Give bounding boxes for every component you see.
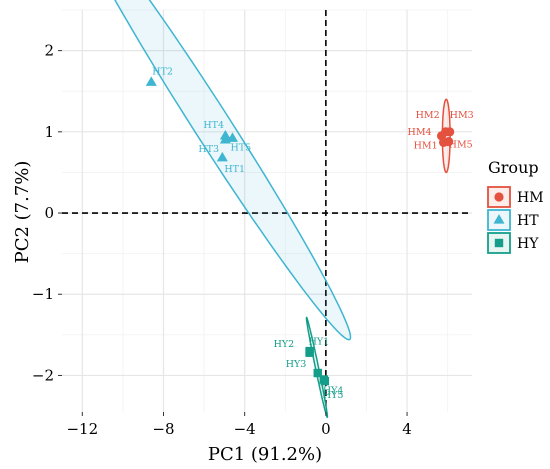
- reference-lines: [62, 10, 472, 412]
- confidence-ellipses: [114, 0, 451, 419]
- point-label-hm4: HM4: [408, 127, 432, 138]
- point-ht4: [219, 129, 231, 140]
- data-points: [145, 76, 455, 386]
- y-tick-label: 0: [44, 204, 54, 222]
- ellipse-hy: [305, 316, 329, 419]
- y-tick-label: −1: [32, 285, 54, 303]
- point-label-hy4: HY4: [323, 386, 344, 397]
- point-hy3: [313, 368, 322, 378]
- legend-marker-ht: [493, 214, 505, 224]
- legend-marker-hy: [494, 238, 504, 248]
- legend: Group HM HT HY: [487, 158, 544, 254]
- y-tick-label: 1: [44, 123, 54, 141]
- point-hm3: [445, 127, 455, 137]
- x-tick-label: 0: [321, 420, 331, 438]
- x-tick-label: −8: [152, 420, 174, 438]
- legend-label-hm: HM: [517, 190, 544, 206]
- point-hm4: [436, 131, 447, 141]
- ellipse-ht: [114, 0, 352, 341]
- legend-label-ht: HT: [517, 213, 539, 229]
- legend-label-hy: HY: [517, 236, 539, 252]
- legend-marker-hm: [494, 192, 504, 202]
- point-label-hy2: HY2: [274, 339, 295, 350]
- point-hy5: [320, 376, 330, 386]
- point-ht2: [145, 76, 157, 86]
- point-label-ht4: HT4: [203, 120, 224, 131]
- y-axis-label: PC2 (7.7%): [12, 161, 33, 264]
- axes: −12 −8 −4 0 4 −2 −1 0 1 2: [32, 42, 412, 438]
- x-axis-label: PC1 (91.2%): [208, 444, 322, 465]
- y-tick-label: −2: [32, 366, 54, 384]
- point-hm5: [444, 136, 454, 147]
- point-label-ht1: HT1: [224, 164, 245, 175]
- point-label-hy5: HY5: [323, 390, 344, 401]
- point-label-hm2: HM2: [416, 110, 440, 121]
- point-hy2: [305, 346, 314, 356]
- point-ht1: [216, 151, 228, 162]
- point-label-hm3: HM3: [450, 110, 474, 121]
- point-labels: HM1 HM2 HM3 HM4 HM5 HT1 HT2 HT3 HT4 HT5 HY1 HY2 HY3 H…: [152, 66, 473, 401]
- point-label-hy3: HY3: [286, 359, 307, 370]
- point-ht5: [226, 132, 239, 142]
- y-tick-label: 2: [44, 42, 54, 60]
- point-label-hy1: HY1: [309, 337, 330, 348]
- point-label-hm1: HM1: [414, 140, 438, 151]
- x-tick-label: −4: [234, 420, 256, 438]
- x-tick-label: −12: [66, 420, 98, 438]
- point-label-hm5: HM5: [449, 140, 473, 151]
- x-tick-label: 4: [402, 420, 412, 438]
- legend-title: Group: [488, 158, 539, 177]
- point-label-ht5: HT5: [230, 142, 251, 153]
- point-label-ht3: HT3: [198, 144, 219, 155]
- point-label-ht2: HT2: [152, 66, 173, 77]
